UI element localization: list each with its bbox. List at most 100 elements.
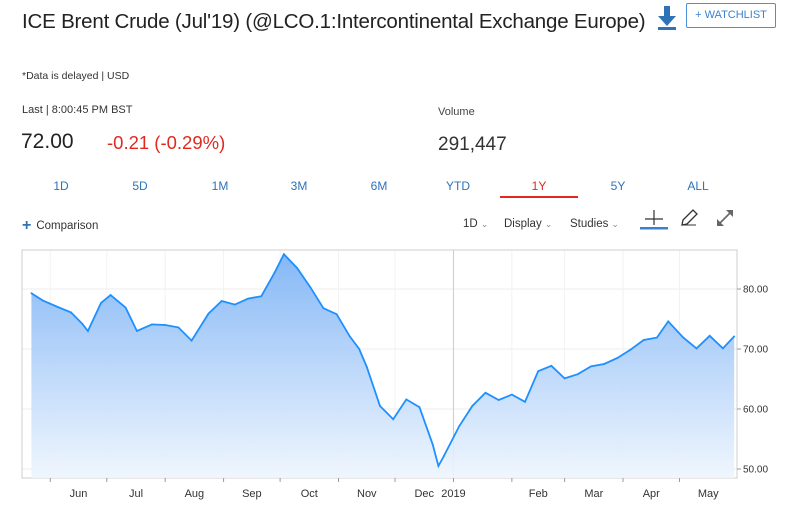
x-tick-label: 2019 [441,488,465,500]
last-trade-label: Last | 8:00:45 PM BST [22,104,133,116]
data-point [273,271,276,274]
data-point [151,323,153,326]
x-tick-label: Nov [357,488,377,500]
data-point [550,364,553,367]
watchlist-button[interactable]: + WATCHLIST [686,3,776,28]
price-chart[interactable]: 80.00 70.00 60.00 50.00 Jun Jul Aug Sep Oct Nov D… [0,245,797,518]
download-icon[interactable] [655,5,679,31]
y-tick-label: 70.00 [743,345,768,356]
data-point [233,303,236,306]
data-point [220,300,223,302]
plus-icon: + [22,217,32,234]
y-tick-label: 50.00 [743,465,768,476]
data-point [484,391,487,394]
tab-6m[interactable]: 6M [370,179,388,193]
data-point [497,399,500,401]
data-point [524,400,526,403]
page-title: ICE Brent Crude (Jul'19) (@LCO.1:Interco… [22,10,646,33]
data-point [708,334,711,337]
tab-1y[interactable]: 1Y [500,176,578,198]
data-point [87,330,89,332]
tab-5d[interactable]: 5D [132,179,148,193]
comparison-button[interactable]: + Comparison [22,217,98,235]
x-tick-label: Jun [70,488,88,500]
data-point [207,312,210,315]
interval-label: 1D [463,218,478,230]
data-point [405,398,408,401]
expand-icon[interactable] [714,207,736,234]
crosshair-icon[interactable] [640,207,670,236]
data-point [458,425,461,428]
data-point [510,393,513,396]
x-tick-label: Dec [414,488,434,500]
x-tick-label: Aug [185,488,205,500]
data-point [177,326,180,329]
data-points [30,253,736,467]
display-label: Display [504,218,542,230]
studies-dropdown[interactable]: Studies ⌄ [570,218,619,230]
tab-ytd[interactable]: YTD [446,179,470,193]
data-point [81,322,84,325]
tab-1m[interactable]: 1M [211,179,229,193]
data-point [109,294,112,296]
volume-value: 291,447 [438,134,507,155]
display-dropdown[interactable]: Display ⌄ [504,218,552,230]
tab-all[interactable]: ALL [687,179,709,193]
comparison-label: Comparison [36,220,99,232]
data-point [365,366,368,368]
data-point [260,295,263,298]
data-point [247,297,249,300]
data-point [136,330,138,332]
x-tick-label: Feb [529,488,548,500]
data-point [590,365,592,368]
data-point [682,336,685,339]
data-point [603,363,606,365]
data-point [282,253,285,256]
y-axis: 80.00 70.00 60.00 50.00 [737,285,768,476]
x-tick-label: Sep [242,488,262,500]
tab-1d[interactable]: 1D [53,179,69,193]
interval-dropdown[interactable]: 1D ⌄ [463,218,488,230]
x-tick-label: Mar [584,488,603,500]
data-point [733,335,736,338]
data-point [629,348,632,351]
y-tick-label: 80.00 [743,285,768,296]
data-point [616,357,619,359]
chevron-down-icon: ⌄ [480,219,489,229]
data-point [41,299,44,302]
x-tick-label: Oct [301,488,318,500]
price-area [31,254,735,478]
x-tick-label: May [698,488,719,500]
last-price: 72.00 [21,130,74,153]
price-change: -0.21 (-0.29%) [107,132,226,153]
y-tick-label: 60.00 [743,405,768,416]
data-point [100,301,103,304]
data-point [437,465,440,467]
data-point [563,377,566,380]
data-point [56,306,59,308]
data-point [471,405,474,407]
data-point [70,311,72,314]
data-point [296,267,298,269]
data-point [721,347,724,350]
delay-note: *Data is delayed | USD [22,70,130,82]
data-point [124,306,127,309]
data-point [392,418,395,421]
tab-3m[interactable]: 3M [290,179,308,193]
data-point [576,373,579,376]
data-point [309,286,312,289]
tab-5y[interactable]: 5Y [610,179,626,193]
chevron-down-icon: ⌄ [611,219,619,229]
data-point [30,292,33,295]
data-point [656,336,658,339]
data-point [667,320,670,323]
x-axis: Jun Jul Aug Sep Oct Nov Dec 2019 Feb Mar Apr May [49,478,719,500]
pencil-icon[interactable] [679,207,699,234]
data-point [358,348,361,350]
data-point [537,370,540,373]
volume-label: Volume [438,106,475,118]
data-point [642,339,645,341]
data-point [164,324,167,326]
data-point [190,339,193,342]
range-tabs: 1D 5D 1M 3M 6M YTD 1Y 5Y ALL [22,176,778,198]
